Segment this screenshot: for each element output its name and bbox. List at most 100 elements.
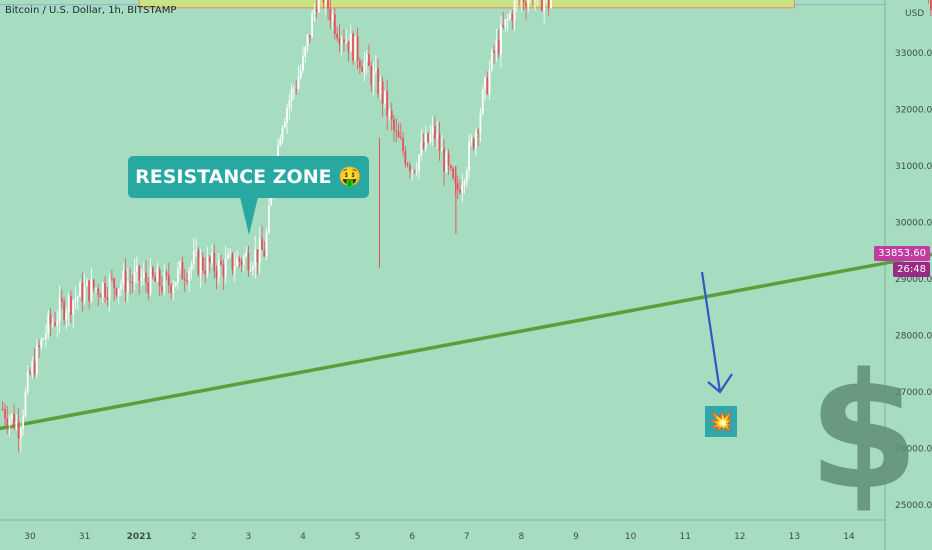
candle-body bbox=[427, 133, 430, 142]
candle-body bbox=[202, 257, 204, 271]
candle-body bbox=[47, 314, 50, 334]
downward-arrow-icon[interactable] bbox=[700, 271, 722, 393]
candle-body bbox=[349, 33, 352, 52]
candle-body bbox=[361, 67, 364, 72]
candle-body bbox=[379, 81, 382, 94]
candle-body bbox=[54, 322, 56, 326]
candle-body bbox=[92, 279, 95, 289]
candle-body bbox=[468, 141, 470, 172]
candle-body bbox=[149, 267, 152, 294]
candle-body bbox=[33, 361, 36, 375]
candle-body bbox=[397, 131, 400, 138]
candle-body bbox=[6, 418, 9, 426]
candle-body bbox=[247, 252, 250, 271]
resistance-zone-box[interactable] bbox=[138, 0, 795, 9]
candle-body bbox=[183, 279, 186, 281]
x-tick-label: 2 bbox=[191, 532, 197, 542]
candle-body bbox=[170, 285, 172, 293]
candle-body bbox=[13, 413, 15, 429]
resistance-zone-callout[interactable]: RESISTANCE ZONE 🤑 bbox=[128, 156, 369, 198]
candle-body bbox=[1, 408, 4, 410]
candle-body bbox=[81, 282, 84, 302]
candle-body bbox=[63, 301, 66, 320]
candle-body bbox=[167, 275, 170, 286]
candle-body bbox=[29, 371, 31, 374]
candle-body bbox=[115, 288, 118, 296]
candle-body bbox=[20, 428, 22, 439]
candle-body bbox=[443, 148, 445, 173]
candle-body bbox=[420, 142, 423, 156]
candle-body bbox=[352, 33, 354, 61]
candle-body bbox=[258, 238, 261, 263]
x-tick-label: 4 bbox=[300, 532, 306, 542]
candle-body bbox=[299, 70, 302, 78]
candle-body bbox=[527, 0, 530, 7]
candle-body bbox=[333, 14, 336, 35]
candle-body bbox=[49, 314, 52, 325]
candle-body bbox=[256, 249, 259, 263]
candle-body bbox=[525, 2, 527, 7]
dollar-sign-icon: $ bbox=[808, 338, 920, 525]
candle-body bbox=[409, 165, 411, 172]
chart-title: Bitcoin / U.S. Dollar, 1h, BITSTAMP bbox=[5, 5, 177, 16]
candle-body bbox=[174, 281, 177, 287]
candle-body bbox=[493, 50, 495, 53]
candle-body bbox=[374, 68, 377, 71]
x-tick-label: 6 bbox=[409, 532, 415, 542]
candle-body bbox=[158, 269, 161, 287]
candle-body bbox=[215, 270, 218, 278]
candle-body bbox=[354, 35, 357, 61]
candle-body bbox=[279, 139, 282, 146]
candle-body bbox=[488, 69, 491, 94]
candle-body bbox=[399, 137, 402, 139]
candle-body bbox=[424, 133, 427, 149]
candle-body bbox=[172, 286, 175, 293]
candle-body bbox=[204, 270, 207, 275]
x-tick-label: 9 bbox=[573, 532, 579, 542]
candle-body bbox=[56, 321, 59, 326]
candle-body bbox=[370, 65, 373, 85]
candle-body bbox=[447, 153, 450, 166]
candle-body bbox=[154, 276, 157, 282]
candle-body bbox=[504, 19, 507, 27]
candle-body bbox=[224, 258, 227, 277]
candle-body bbox=[42, 338, 45, 340]
candle-body bbox=[208, 256, 211, 263]
candle-body bbox=[40, 339, 43, 348]
candle-body bbox=[181, 262, 184, 280]
candle-body bbox=[313, 9, 316, 15]
candle-body bbox=[199, 257, 202, 275]
candle-body bbox=[195, 249, 197, 252]
candle-body bbox=[124, 270, 127, 293]
candle-body bbox=[31, 361, 34, 374]
candle-body bbox=[38, 345, 40, 348]
candle-body bbox=[145, 272, 147, 282]
candle-body bbox=[70, 295, 72, 315]
candle-body bbox=[283, 122, 286, 128]
candle-body bbox=[465, 171, 468, 182]
candle-body bbox=[331, 14, 334, 21]
candle-body bbox=[506, 18, 509, 20]
candle-body bbox=[222, 264, 225, 277]
candle-body bbox=[136, 265, 138, 272]
candle-body bbox=[477, 131, 480, 133]
candle-body bbox=[436, 134, 439, 139]
candle-body bbox=[500, 24, 502, 54]
candle-body bbox=[108, 278, 111, 300]
candle-body bbox=[220, 260, 222, 265]
candle-body bbox=[306, 35, 309, 47]
candle-body bbox=[302, 56, 304, 71]
candle-body bbox=[386, 91, 389, 117]
y-tick-label: 32000.00 bbox=[895, 106, 932, 116]
candle-body bbox=[329, 8, 332, 21]
candle-body bbox=[51, 322, 54, 325]
candle-body bbox=[140, 277, 143, 281]
candle-body bbox=[211, 252, 213, 263]
support-trendline[interactable] bbox=[0, 252, 932, 433]
x-tick-label: 2021 bbox=[127, 532, 152, 542]
candle-body bbox=[318, 0, 320, 13]
candle-body bbox=[35, 345, 38, 375]
candle-body bbox=[151, 267, 154, 277]
candle-body bbox=[356, 35, 359, 61]
